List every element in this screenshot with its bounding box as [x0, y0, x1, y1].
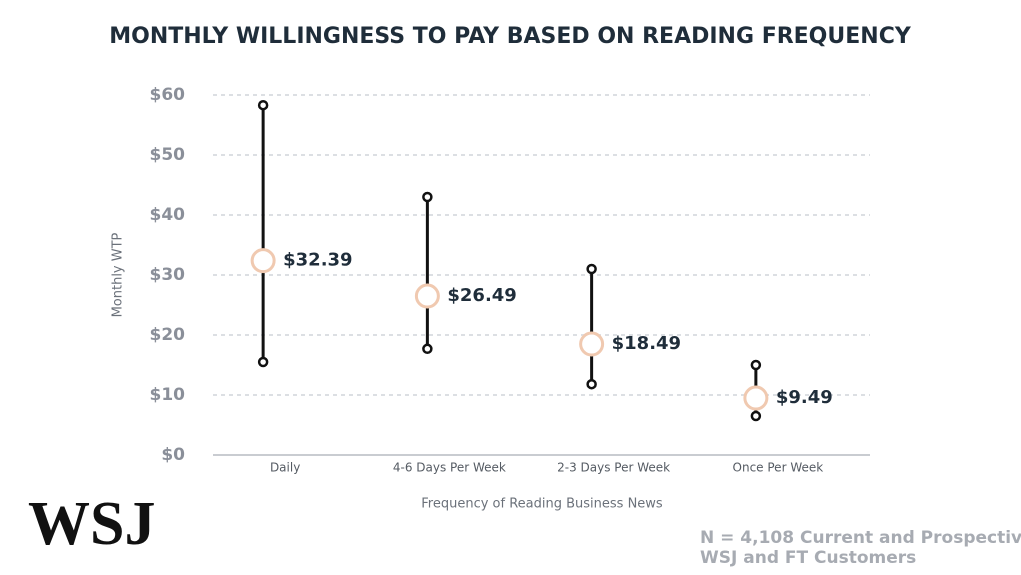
mean-marker	[414, 283, 440, 309]
y-tick-label: $50	[150, 145, 186, 165]
whisker-low	[422, 343, 433, 355]
logo: WSJ	[28, 490, 155, 558]
whisker-low	[750, 410, 762, 422]
y-tick-label: $10	[150, 385, 186, 405]
y-tick-label: $30	[150, 265, 186, 285]
value-label: $9.49	[776, 387, 833, 408]
mean-marker	[579, 331, 605, 357]
chart-title: MONTHLY WILLINGNESS TO PAY BASED ON READ…	[109, 24, 912, 49]
whisker-high	[586, 263, 597, 275]
x-tick-label: Once Per Week	[733, 461, 824, 475]
x-tick-label: 4-6 Days Per Week	[393, 461, 506, 475]
mean-marker	[250, 248, 276, 274]
y-axis-label: Monthly WTP	[111, 232, 126, 317]
value-label: $32.39	[283, 250, 352, 271]
value-label: $26.49	[447, 285, 516, 306]
whisker-low	[257, 356, 269, 368]
whisker-high	[422, 191, 433, 203]
y-tick-label: $60	[150, 85, 186, 105]
y-tick-label: $0	[161, 445, 185, 465]
value-label: $18.49	[612, 333, 681, 354]
footnote: N = 4,108 Current and Prospective	[700, 528, 1021, 548]
x-tick-label: Daily	[270, 461, 300, 475]
x-axis-label: Frequency of Reading Business News	[421, 497, 663, 512]
footnote: WSJ and FT Customers	[700, 548, 916, 568]
whisker-high	[257, 99, 269, 111]
whisker-low	[586, 378, 597, 390]
y-tick-label: $40	[150, 205, 186, 225]
y-tick-label: $20	[150, 325, 186, 345]
whisker-high	[750, 359, 762, 371]
x-tick-label: 2-3 Days Per Week	[557, 461, 670, 475]
mean-marker	[743, 385, 769, 411]
